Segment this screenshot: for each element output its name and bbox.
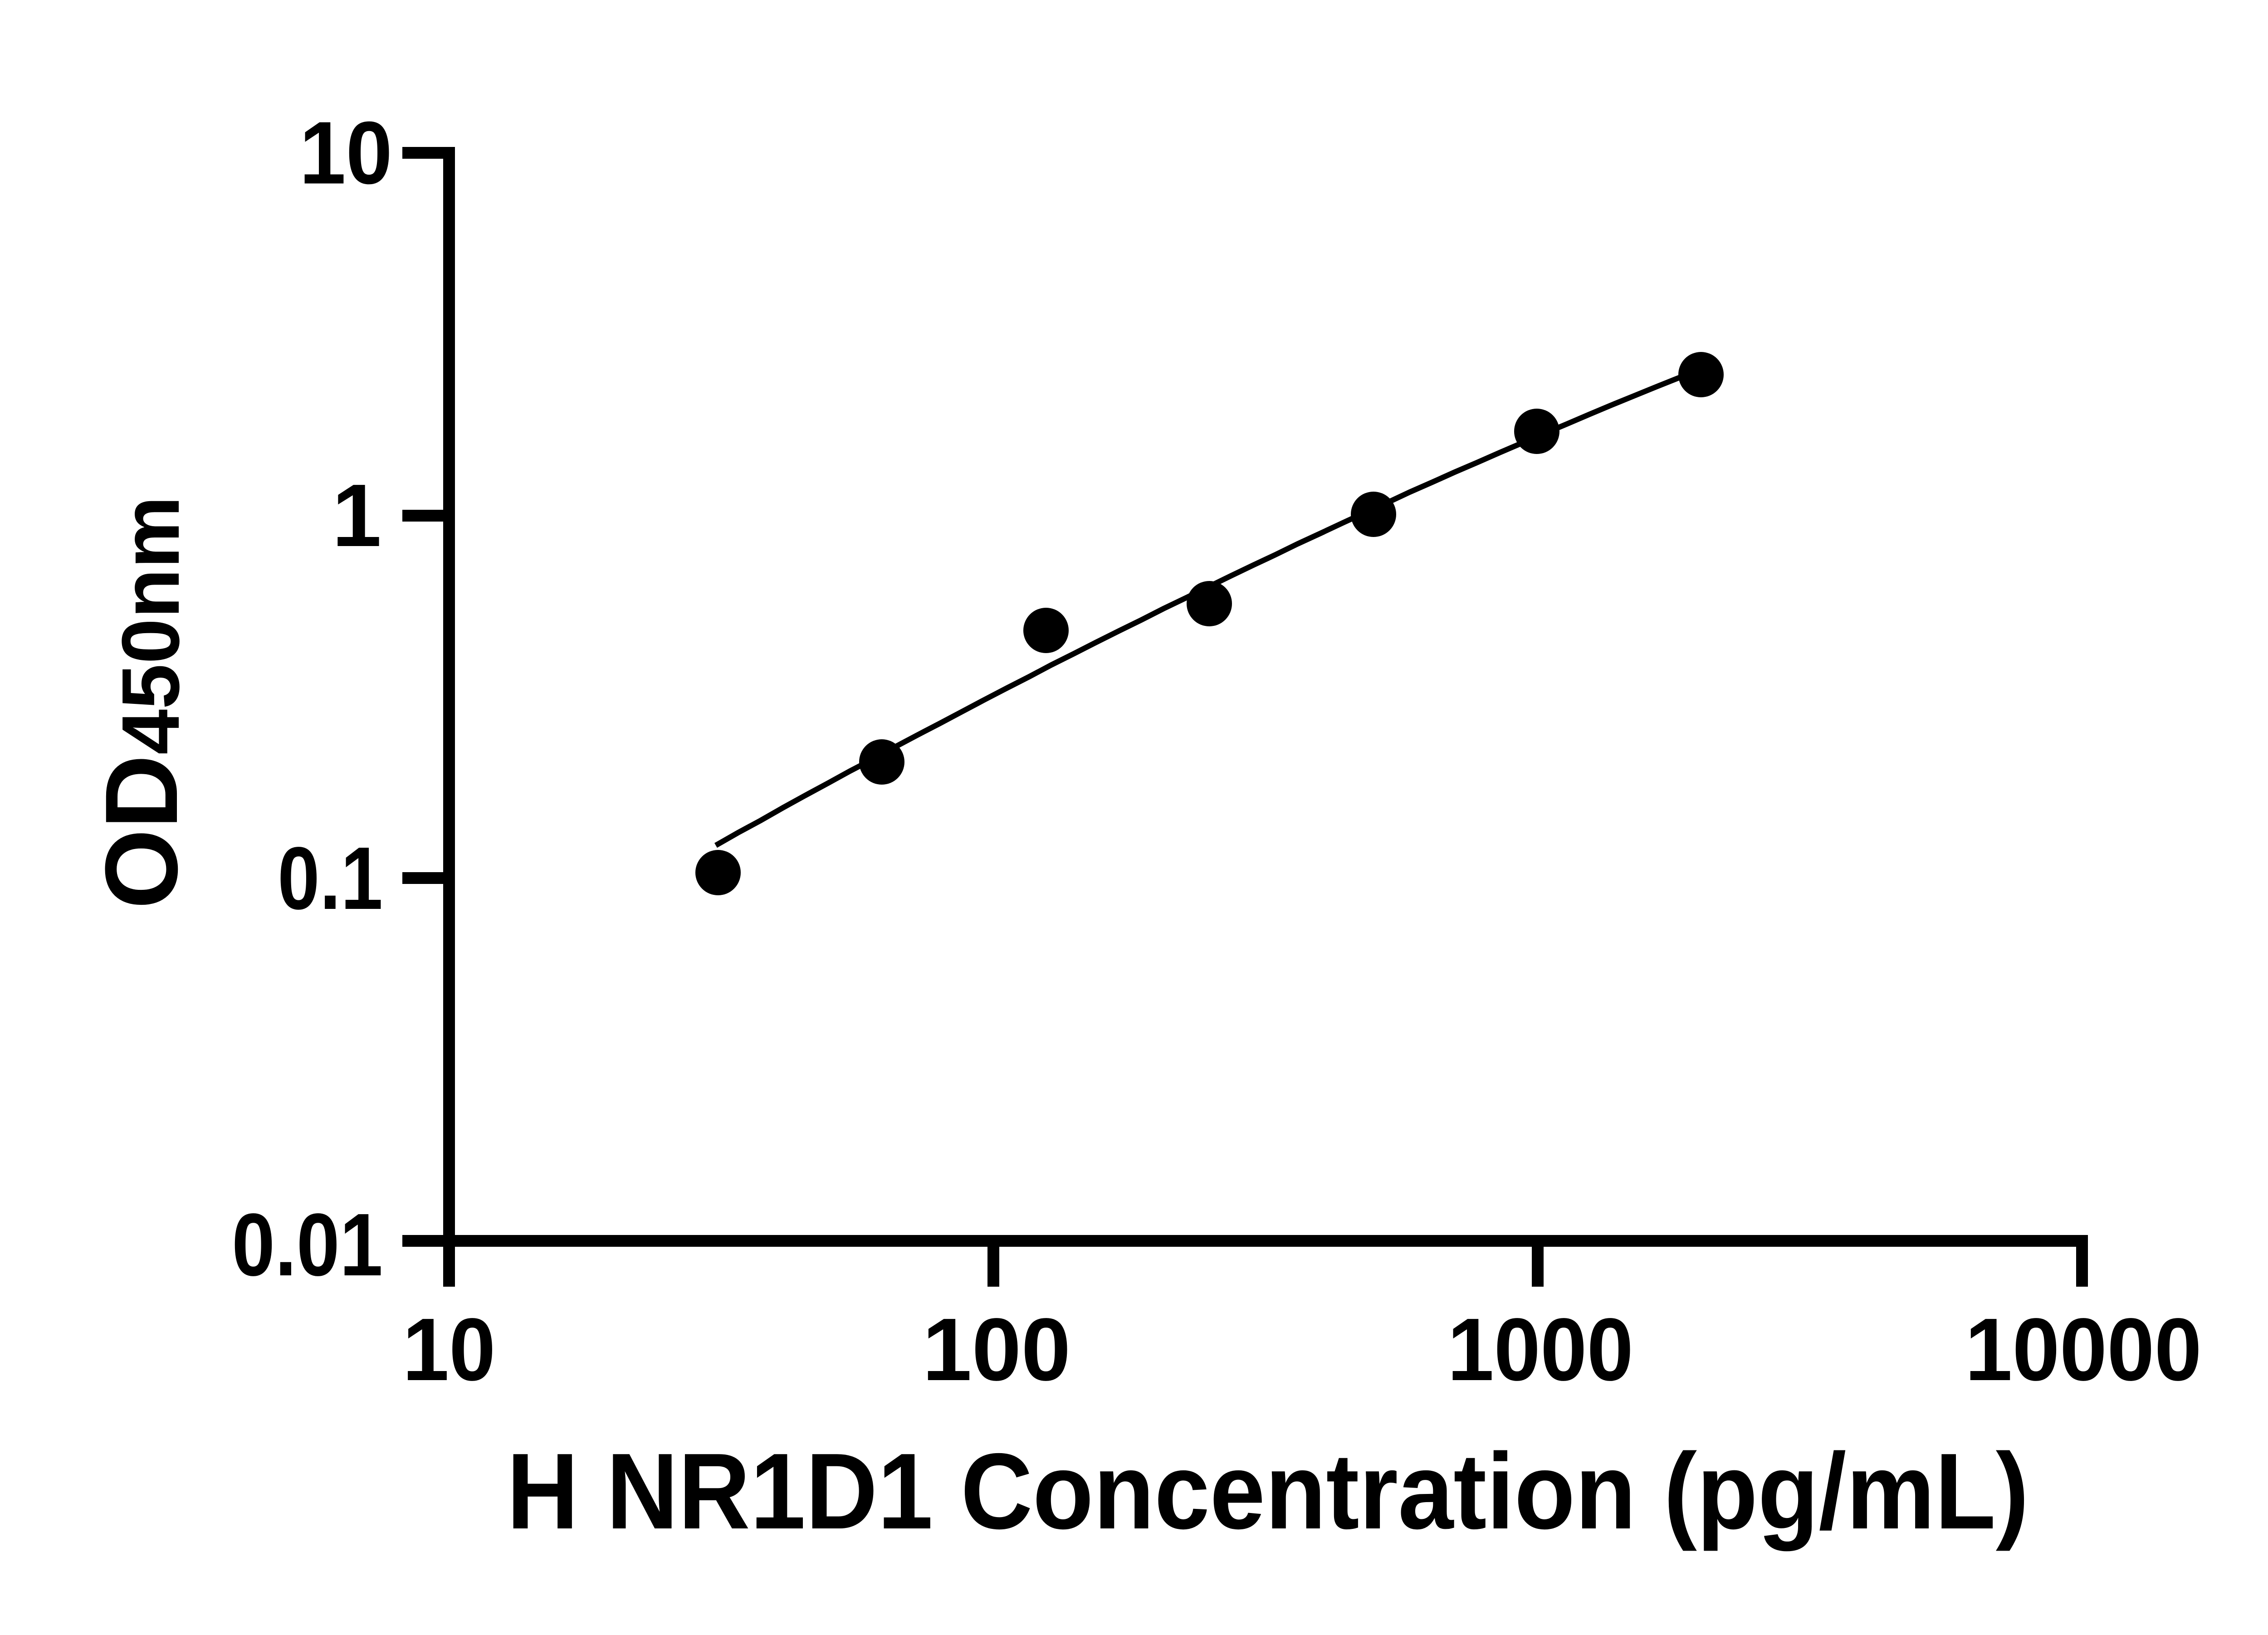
- svg-text:10: 10: [299, 103, 392, 203]
- svg-text:0.01: 0.01: [232, 1195, 383, 1294]
- svg-text:0.1: 0.1: [278, 829, 383, 928]
- svg-text:1: 1: [332, 466, 381, 565]
- svg-text:OD450nm: OD450nm: [84, 496, 199, 909]
- svg-text:10000: 10000: [1965, 1300, 2202, 1399]
- svg-text:100: 100: [922, 1300, 1070, 1399]
- svg-text:1000: 1000: [1447, 1300, 1633, 1399]
- svg-text:H NR1D1 Concentration (pg/mL): H NR1D1 Concentration (pg/mL): [507, 1431, 2029, 1552]
- svg-text:10: 10: [403, 1300, 496, 1399]
